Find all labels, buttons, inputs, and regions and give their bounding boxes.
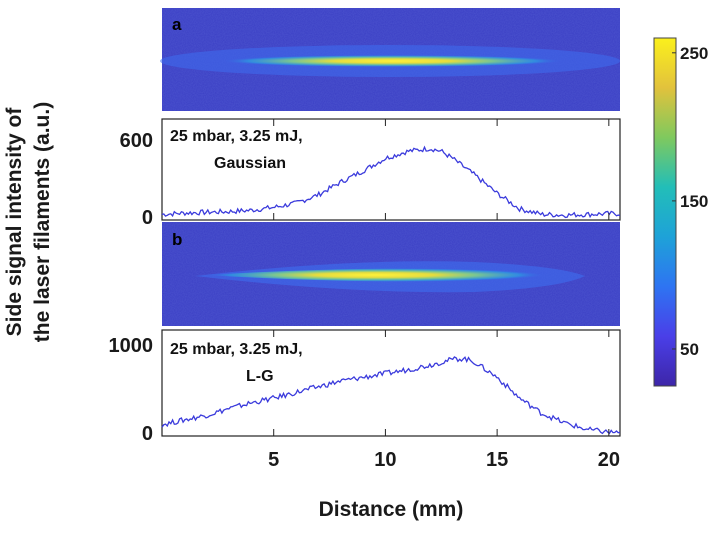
panel-b-letter: b xyxy=(172,230,182,249)
x-axis-ticks: 5 10 15 20 xyxy=(268,119,620,471)
y-axis-label: Side signal intensity of the laser filam… xyxy=(3,102,54,342)
panel-a-series-line xyxy=(161,145,621,219)
y-axis-label-line2: the laser filaments (a.u.) xyxy=(31,102,54,342)
panel-a-plot: 25 mbar, 3.25 mJ, Gaussian 600 0 xyxy=(120,118,621,229)
panel-b-annotation-line1: 25 mbar, 3.25 mJ, xyxy=(170,341,303,358)
colorbar: 50 150 250 xyxy=(653,37,708,387)
colorbar-bar xyxy=(653,37,677,387)
panel-b-annotation-line2: L-G xyxy=(246,368,274,385)
colorbar-ticks: 50 150 250 xyxy=(672,44,708,359)
x-axis-label: Distance (mm) xyxy=(319,498,464,521)
colorbar-tick-label: 150 xyxy=(680,192,708,211)
panel-b-ytick-1000: 1000 xyxy=(109,335,154,357)
y-axis-label-line1: Side signal intensity of xyxy=(3,107,26,337)
colorbar-tick-label: 50 xyxy=(680,340,699,359)
x-tick-label: 20 xyxy=(598,449,620,471)
panel-a-beam xyxy=(222,55,562,67)
x-tick-label: 10 xyxy=(374,449,396,471)
panel-b-plot-frame xyxy=(161,329,621,437)
panel-b-plot: 25 mbar, 3.25 mJ, L-G 1000 0 xyxy=(109,329,621,445)
panel-a-ytick-600: 600 xyxy=(120,130,153,152)
panel-a-image: a xyxy=(160,8,620,111)
panel-a-annotation-line1: 25 mbar, 3.25 mJ, xyxy=(170,128,303,145)
panel-a-letter: a xyxy=(172,15,182,34)
colorbar-tick-label: 250 xyxy=(680,44,708,63)
x-tick-label: 15 xyxy=(486,449,508,471)
panel-a-ytick-0: 0 xyxy=(142,207,153,229)
panel-b-series-line xyxy=(161,356,621,435)
panel-a-plot-frame xyxy=(161,118,621,221)
x-tick-label: 5 xyxy=(268,449,279,471)
panel-b-beam xyxy=(205,268,545,282)
panel-b-ytick-0: 0 xyxy=(142,423,153,445)
panel-a-annotation-line2: Gaussian xyxy=(214,155,286,172)
panel-b-image: b xyxy=(162,222,620,326)
